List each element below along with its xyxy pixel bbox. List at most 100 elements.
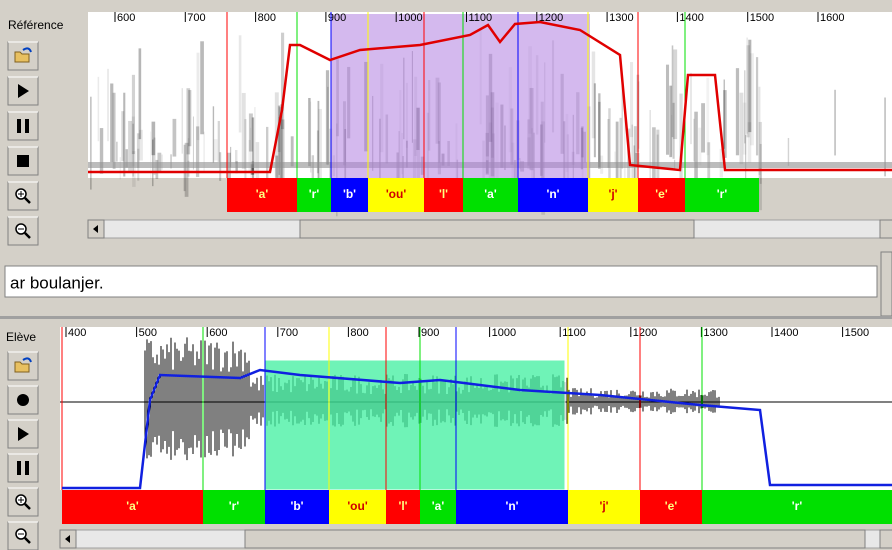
spectrogram-band xyxy=(690,73,692,144)
pause-icon xyxy=(25,461,29,475)
phoneme-label: 'e' xyxy=(665,499,678,513)
phoneme-label: 'n' xyxy=(505,499,518,513)
phoneme-label: 'a' xyxy=(484,187,497,201)
spectrogram-band xyxy=(193,117,194,170)
scroll-right[interactable] xyxy=(880,530,892,548)
phoneme-label: 'l' xyxy=(439,187,448,201)
text-input[interactable] xyxy=(5,266,877,297)
spectrogram-band xyxy=(758,87,760,175)
spectrogram-band xyxy=(756,57,758,155)
spectrogram-band xyxy=(750,53,754,145)
phoneme-label: 'b' xyxy=(343,187,356,201)
spectrogram-band xyxy=(197,53,200,140)
spectrogram-band xyxy=(242,93,246,169)
spectrogram-band xyxy=(310,102,311,173)
time-tick-label: 1100 xyxy=(469,12,493,24)
app-window: Référence ar boulanjer. Elève 600 700 800 9… xyxy=(0,0,892,550)
time-tick-label: 400 xyxy=(68,327,86,339)
spectrogram-band xyxy=(694,112,698,190)
time-tick-label: 1500 xyxy=(750,12,774,24)
spectrogram-band xyxy=(98,77,100,141)
reference-label: Référence xyxy=(8,18,64,32)
time-tick-label: 600 xyxy=(209,327,227,339)
time-tick-label: 1400 xyxy=(679,12,703,24)
page: Référence ar boulanjer. Elève 600 700 800 9… xyxy=(0,0,892,550)
spectrogram-band xyxy=(736,68,739,155)
phoneme-label: 'e' xyxy=(655,187,668,201)
phoneme-label: 'n' xyxy=(546,187,559,201)
spectrogram-band xyxy=(698,128,701,166)
time-tick-label: 700 xyxy=(280,327,298,339)
scroll-thumb[interactable] xyxy=(245,530,865,548)
selection xyxy=(265,360,565,490)
phoneme-label: 'r' xyxy=(229,499,240,513)
spectrogram-band xyxy=(239,35,242,132)
spectrogram-band xyxy=(186,88,190,154)
record-icon xyxy=(17,394,29,406)
phoneme-label: 'r' xyxy=(309,187,320,201)
spectrogram-band xyxy=(291,136,294,166)
spectrogram-band xyxy=(107,69,109,141)
spectrogram-band xyxy=(200,41,204,134)
spectrogram-band xyxy=(834,90,835,156)
spectrogram-band xyxy=(701,103,705,152)
time-tick-label: 900 xyxy=(421,327,439,339)
spectrogram-band xyxy=(619,118,621,179)
phoneme-label: 'j' xyxy=(599,499,608,513)
phoneme-label: 'a' xyxy=(256,187,269,201)
folder-icon xyxy=(15,362,29,372)
time-tick-label: 1500 xyxy=(845,327,869,339)
spectrogram-band xyxy=(666,65,669,155)
time-tick-label: 800 xyxy=(350,327,368,339)
spectrogram-band xyxy=(327,87,328,165)
phoneme-label: 'ou' xyxy=(347,499,368,513)
spectrogram-band xyxy=(154,138,156,175)
scroll-right[interactable] xyxy=(880,220,892,238)
spectrogram-band xyxy=(706,78,709,155)
spectrogram-band xyxy=(213,106,214,162)
time-tick-label: 1600 xyxy=(820,12,844,24)
spectrogram-band xyxy=(182,88,183,154)
spectrogram-band xyxy=(120,157,121,179)
spectrogram-band xyxy=(671,115,672,156)
time-tick-label: 700 xyxy=(187,12,205,24)
panel-divider xyxy=(0,316,892,319)
text-scroll[interactable] xyxy=(881,252,892,316)
spectrogram-band xyxy=(598,93,600,167)
time-tick-label: 1000 xyxy=(492,327,516,339)
phoneme-label: 'a' xyxy=(432,499,445,513)
spectrogram-band xyxy=(139,48,142,139)
spectrogram-band xyxy=(747,45,750,137)
phoneme-label: 'b' xyxy=(290,499,303,513)
spectrogram-band xyxy=(672,103,674,159)
time-tick-label: 1400 xyxy=(774,327,798,339)
time-tick-label: 500 xyxy=(139,327,157,339)
phoneme-label: 'j' xyxy=(608,187,617,201)
phoneme-label: 'r' xyxy=(792,499,803,513)
spectrogram-band xyxy=(744,70,745,143)
text-input-value: ar boulanjer. xyxy=(10,273,104,292)
spectrogram-band xyxy=(788,138,789,166)
time-tick-label: 1200 xyxy=(633,327,657,339)
phoneme-label: 'ou' xyxy=(386,187,407,201)
time-tick-label: 1100 xyxy=(562,327,586,339)
toolbar-button[interactable] xyxy=(8,454,38,482)
spectrogram-band xyxy=(632,125,633,180)
phoneme-label: 'l' xyxy=(398,499,407,513)
pause-icon xyxy=(17,119,21,133)
spectrogram-band xyxy=(739,93,743,164)
phoneme-label: 'r' xyxy=(717,187,728,201)
toolbar-button[interactable] xyxy=(8,112,38,140)
selection xyxy=(331,14,590,178)
spectrogram-band xyxy=(693,119,694,162)
student-label: Elève xyxy=(6,330,36,344)
spectrogram-band xyxy=(594,83,596,157)
time-tick-label: 600 xyxy=(117,12,135,24)
pause-icon xyxy=(25,119,29,133)
folder-icon xyxy=(15,52,29,62)
spectrogram-band xyxy=(132,117,135,167)
scroll-thumb[interactable] xyxy=(300,220,694,238)
spectrogram-band xyxy=(218,121,220,162)
time-tick-label: 1300 xyxy=(703,327,727,339)
spectrogram-band xyxy=(214,139,218,160)
